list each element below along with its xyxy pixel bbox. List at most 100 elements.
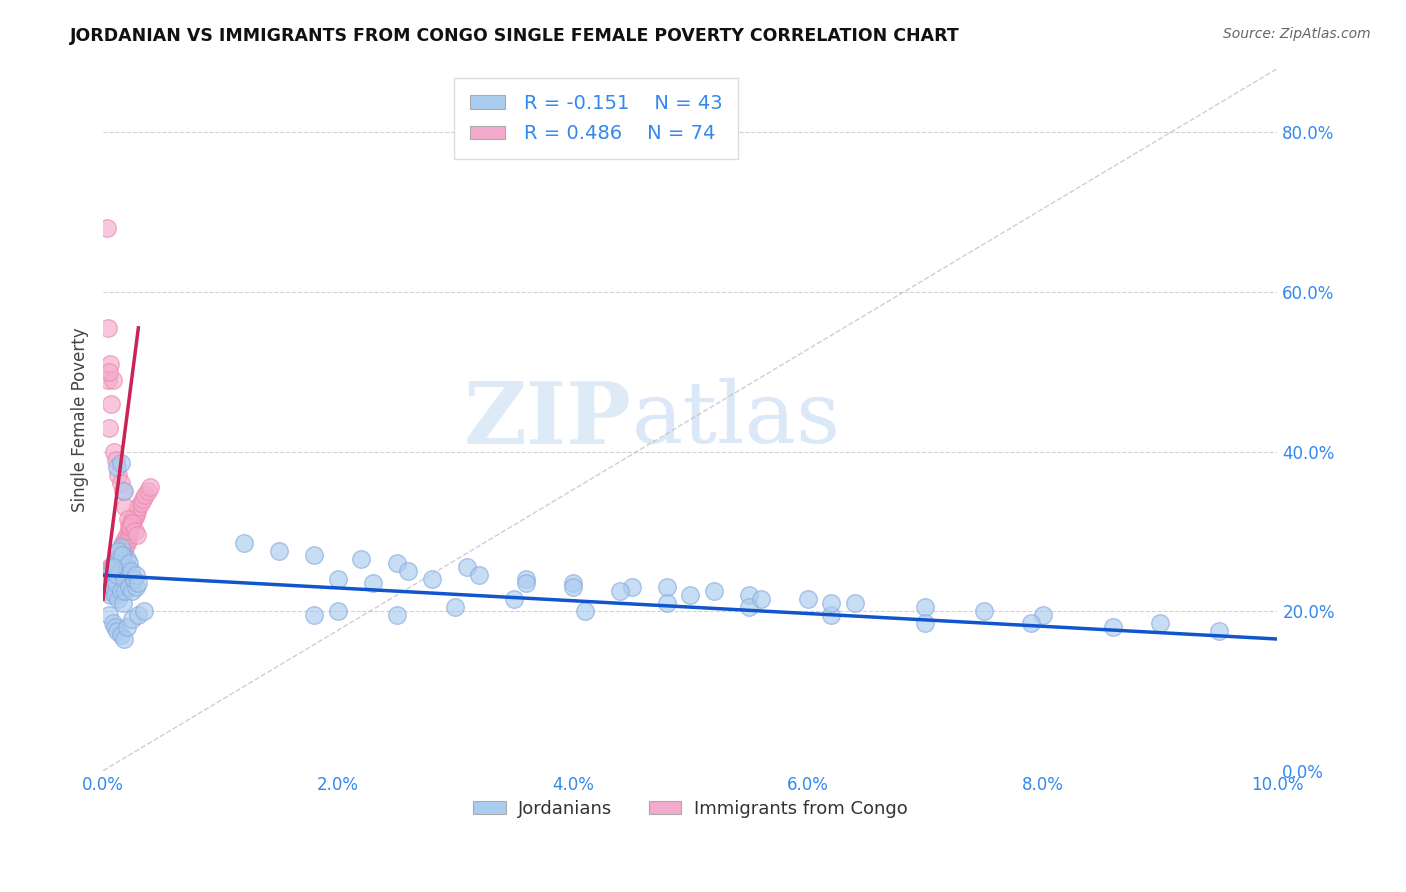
Text: ZIP: ZIP — [464, 377, 631, 461]
Point — [107, 576, 129, 591]
Point — [110, 541, 132, 555]
Point — [115, 552, 138, 566]
Point — [655, 580, 678, 594]
Point — [121, 512, 143, 526]
Point — [100, 564, 122, 578]
Point — [120, 564, 142, 578]
Point — [110, 457, 132, 471]
Point — [561, 576, 583, 591]
Point — [127, 576, 149, 591]
Point — [124, 508, 146, 523]
Point — [110, 556, 132, 570]
Point — [114, 584, 136, 599]
Point — [110, 548, 132, 562]
Point — [515, 576, 537, 591]
Point — [118, 528, 141, 542]
Point — [97, 373, 120, 387]
Point — [139, 480, 162, 494]
Point — [104, 560, 127, 574]
Point — [108, 552, 131, 566]
Point — [120, 520, 142, 534]
Point — [420, 572, 443, 586]
Point — [108, 564, 131, 578]
Point — [456, 560, 478, 574]
Point — [114, 500, 136, 515]
Point — [1031, 608, 1053, 623]
Point — [396, 564, 419, 578]
Point — [112, 632, 135, 646]
Y-axis label: Single Female Poverty: Single Female Poverty — [72, 327, 89, 512]
Text: Source: ZipAtlas.com: Source: ZipAtlas.com — [1223, 27, 1371, 41]
Point — [385, 556, 408, 570]
Point — [127, 504, 149, 518]
Point — [361, 576, 384, 591]
Point — [125, 580, 148, 594]
Point — [103, 556, 125, 570]
Point — [127, 608, 149, 623]
Point — [120, 524, 142, 539]
Point — [98, 576, 121, 591]
Point — [105, 452, 128, 467]
Point — [105, 552, 128, 566]
Point — [121, 516, 143, 531]
Point — [914, 600, 936, 615]
Point — [620, 580, 643, 594]
Point — [96, 580, 118, 594]
Point — [98, 568, 121, 582]
Point — [111, 541, 134, 555]
Point — [96, 221, 118, 235]
Point — [385, 608, 408, 623]
Point — [111, 552, 134, 566]
Point — [105, 576, 128, 591]
Point — [129, 496, 152, 510]
Point — [101, 373, 124, 387]
Point — [98, 572, 121, 586]
Point — [117, 512, 139, 526]
Point — [107, 592, 129, 607]
Point — [112, 572, 135, 586]
Point — [103, 580, 125, 594]
Point — [97, 321, 120, 335]
Point — [844, 596, 866, 610]
Point — [115, 560, 138, 574]
Point — [105, 624, 128, 638]
Point — [326, 604, 349, 618]
Point — [105, 572, 128, 586]
Point — [468, 568, 491, 582]
Point — [124, 524, 146, 539]
Point — [118, 520, 141, 534]
Point — [121, 516, 143, 531]
Point — [120, 516, 142, 531]
Point — [115, 528, 138, 542]
Point — [98, 560, 121, 574]
Point — [738, 600, 761, 615]
Point — [609, 584, 631, 599]
Point — [107, 468, 129, 483]
Point — [110, 628, 132, 642]
Point — [101, 572, 124, 586]
Point — [134, 488, 156, 502]
Text: atlas: atlas — [631, 378, 841, 461]
Point — [304, 548, 326, 562]
Point — [98, 357, 121, 371]
Point — [101, 584, 124, 599]
Point — [107, 556, 129, 570]
Point — [100, 572, 122, 586]
Point — [107, 544, 129, 558]
Point — [105, 460, 128, 475]
Point — [122, 512, 145, 526]
Point — [1149, 616, 1171, 631]
Point — [796, 592, 818, 607]
Point — [703, 584, 725, 599]
Point — [98, 365, 121, 379]
Point — [561, 580, 583, 594]
Point — [134, 604, 156, 618]
Point — [98, 588, 121, 602]
Point — [98, 564, 121, 578]
Point — [118, 580, 141, 594]
Point — [112, 596, 135, 610]
Point — [101, 560, 124, 574]
Point — [112, 536, 135, 550]
Point — [120, 520, 142, 534]
Point — [101, 616, 124, 631]
